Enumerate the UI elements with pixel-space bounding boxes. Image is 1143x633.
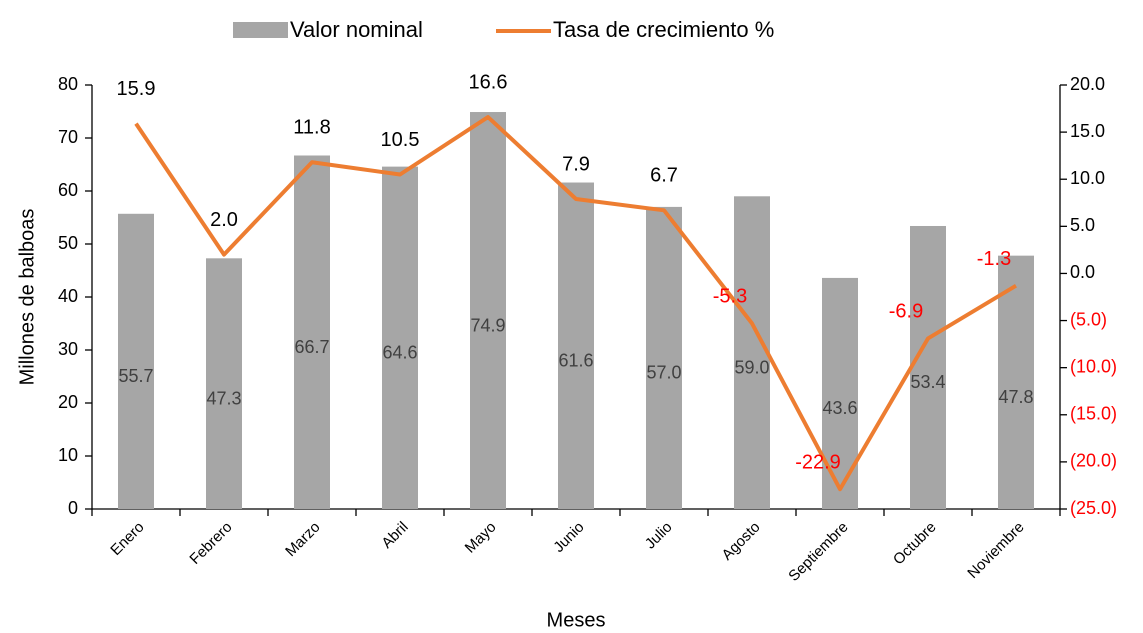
bar — [382, 166, 418, 509]
y-tick-label: 70 — [58, 127, 78, 147]
bar-value-label: 47.3 — [206, 388, 241, 408]
bar-value-label: 64.6 — [382, 343, 417, 363]
bar-value-label: 55.7 — [118, 366, 153, 386]
x-tick-label: Mayo — [462, 519, 500, 557]
y-tick-label: 50 — [58, 233, 78, 253]
y-axis-title: Millones de balboas — [16, 209, 38, 386]
x-tick-label: Abril — [378, 519, 411, 552]
line-value-label: 7.9 — [562, 153, 590, 175]
bar — [822, 277, 858, 509]
x-tick-label: Febrero — [186, 519, 235, 568]
y2-tick-label: (15.0) — [1070, 404, 1117, 424]
line-value-label: -5.3 — [713, 286, 747, 308]
y-tick-label: 60 — [58, 180, 78, 200]
y-tick-label: 80 — [58, 74, 78, 94]
bar — [646, 206, 682, 509]
bar-value-label: 66.7 — [294, 337, 329, 357]
line-value-label: -1.3 — [977, 248, 1011, 270]
x-tick-label: Noviembre — [964, 519, 1027, 582]
line-value-label: 16.6 — [469, 71, 508, 93]
bar — [206, 258, 242, 509]
line-value-label: 11.8 — [293, 117, 330, 139]
bar-value-label: 57.0 — [646, 363, 681, 383]
bar-value-label: 53.4 — [910, 372, 945, 392]
y2-tick-label: 5.0 — [1070, 215, 1095, 235]
x-tick-label: Julio — [642, 519, 676, 553]
legend-label: Tasa de crecimiento % — [553, 17, 774, 42]
x-tick-label: Junio — [550, 519, 587, 556]
y2-tick-label: (20.0) — [1070, 451, 1117, 471]
bar-value-label: 61.6 — [558, 351, 593, 371]
x-tick-label: Octubre — [890, 519, 940, 569]
bar-value-label: 59.0 — [734, 357, 769, 377]
line-value-label: -6.9 — [889, 301, 923, 323]
bar-value-label: 74.9 — [470, 315, 505, 335]
line-value-label: 2.0 — [210, 209, 238, 231]
y-tick-label: 0 — [68, 498, 78, 518]
line-value-label: 15.9 — [117, 78, 156, 100]
legend-swatch — [233, 22, 288, 38]
x-tick-label: Enero — [107, 519, 147, 559]
line — [134, 115, 1018, 492]
y2-tick-label: (25.0) — [1070, 498, 1117, 518]
x-tick-label: Marzo — [282, 519, 323, 560]
line-value-label: -22.9 — [795, 451, 841, 473]
line-value-label: 10.5 — [381, 129, 420, 151]
bar — [998, 255, 1034, 509]
y-tick-label: 30 — [58, 339, 78, 359]
y-tick-label: 40 — [58, 286, 78, 306]
y2-tick-label: (5.0) — [1070, 309, 1107, 329]
bar — [294, 155, 330, 510]
legend-label: Valor nominal — [290, 17, 423, 42]
bar — [558, 182, 594, 509]
bar — [118, 213, 154, 510]
y2-tick-label: 15.0 — [1070, 121, 1105, 141]
y2-tick-label: (10.0) — [1070, 356, 1117, 376]
x-tick-label: Septiembre — [785, 519, 851, 585]
y2-tick-label: 0.0 — [1070, 262, 1095, 282]
y2-tick-label: 20.0 — [1070, 74, 1105, 94]
y-tick-label: 10 — [58, 445, 78, 465]
bar — [470, 112, 506, 509]
y-tick-label: 20 — [58, 392, 78, 412]
bar — [910, 225, 946, 510]
y2-tick-label: 10.0 — [1070, 168, 1105, 188]
x-tick-label: Agosto — [719, 519, 764, 564]
bar-value-label: 43.6 — [822, 398, 857, 418]
bar — [734, 196, 770, 510]
line-value-label: 6.7 — [650, 165, 678, 187]
x-axis-title: Meses — [547, 609, 606, 631]
bar-value-label: 47.8 — [998, 387, 1033, 407]
